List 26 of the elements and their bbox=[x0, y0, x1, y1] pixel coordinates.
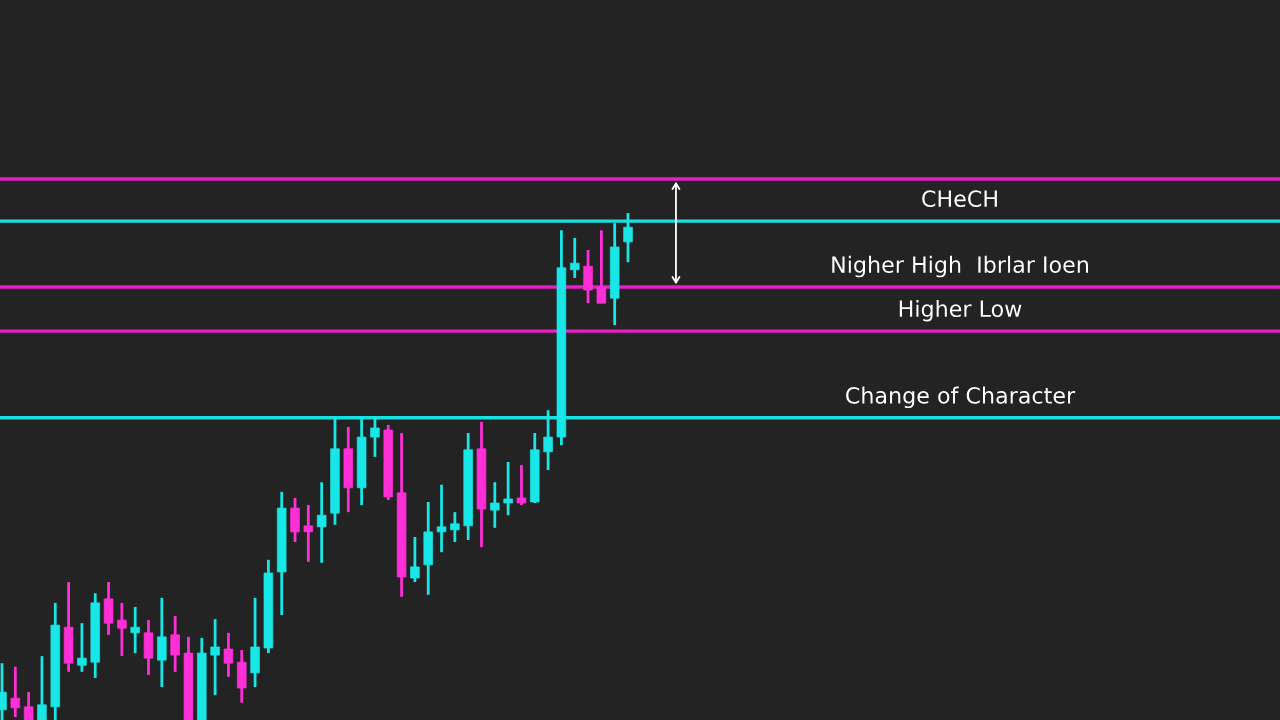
candlestick bbox=[583, 248, 593, 305]
candlestick bbox=[316, 480, 327, 565]
candlestick bbox=[77, 621, 87, 674]
ref-line-label: CHeCH bbox=[922, 190, 997, 208]
candlestick bbox=[130, 605, 140, 655]
candlestick bbox=[303, 503, 314, 564]
candlestick bbox=[503, 460, 513, 517]
candlestick bbox=[10, 665, 21, 719]
candlestick bbox=[117, 601, 127, 658]
ref-line-label: Higher Low bbox=[899, 299, 1022, 322]
candlestick bbox=[516, 463, 527, 507]
candlestick bbox=[290, 496, 300, 544]
candlestick bbox=[157, 596, 167, 689]
candlestick bbox=[596, 228, 607, 305]
candlestick bbox=[490, 480, 500, 530]
candlestick bbox=[436, 483, 447, 554]
candlestick bbox=[210, 617, 220, 697]
candlestick bbox=[223, 631, 234, 679]
ref-line-label: Nigher High Ibrlar Ioen bbox=[832, 255, 1088, 278]
candlestick bbox=[37, 654, 47, 720]
candlestick bbox=[23, 690, 34, 720]
candlestick bbox=[170, 614, 180, 674]
ref-line-label: Change of Character bbox=[846, 386, 1076, 409]
candlestick bbox=[569, 236, 580, 280]
candlestick bbox=[450, 510, 460, 544]
candlestick bbox=[410, 535, 420, 584]
